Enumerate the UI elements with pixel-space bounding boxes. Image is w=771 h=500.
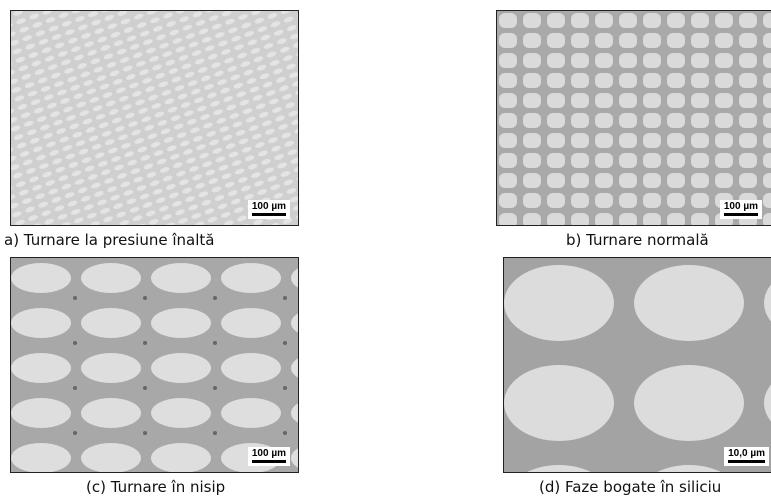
scale-line (252, 460, 286, 463)
micrograph: 100 µm (10, 257, 299, 473)
scale-label: 100 µm (724, 201, 758, 212)
micrograph: 100 µm (496, 10, 771, 226)
caption: (d) Faze bogate în siliciu (539, 478, 721, 496)
scale-bar: 100 µm (248, 447, 290, 466)
figure-page: {"panels": [ {"caption": "a) Turnare la … (0, 0, 771, 500)
scale-bar: 100 µm (248, 200, 290, 219)
micrograph-texture (11, 258, 299, 473)
caption: a) Turnare la presiune înaltă (4, 231, 214, 249)
micrograph-texture (504, 258, 771, 473)
micrograph: 10,0 µm (503, 257, 771, 473)
scale-label: 100 µm (252, 448, 286, 459)
micrograph-texture (497, 11, 771, 226)
scale-line (724, 213, 758, 216)
caption: b) Turnare normală (566, 231, 709, 249)
scale-bar: 10,0 µm (724, 447, 769, 466)
scale-label: 10,0 µm (728, 448, 765, 459)
micrograph: 100 µm (10, 10, 299, 226)
scale-bar: 100 µm (720, 200, 762, 219)
scale-line (252, 213, 286, 216)
caption: (c) Turnare în nisip (86, 478, 225, 496)
micrograph-texture (11, 11, 299, 226)
scale-label: 100 µm (252, 201, 286, 212)
scale-line (728, 460, 765, 463)
